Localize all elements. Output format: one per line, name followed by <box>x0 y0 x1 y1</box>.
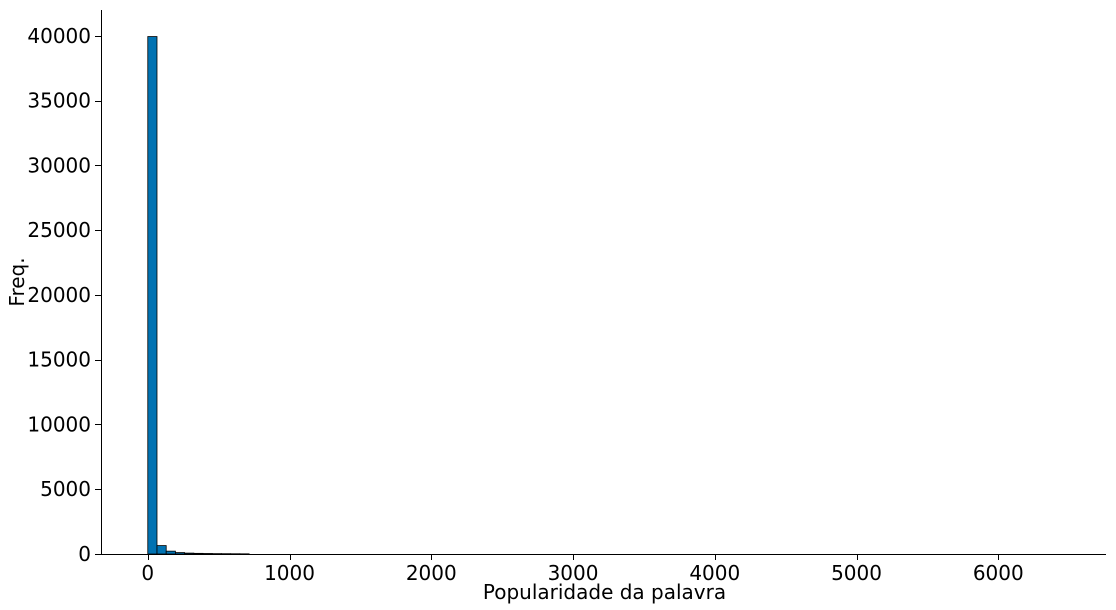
y-tick-label: 35000 <box>27 89 91 113</box>
histogram-bar <box>175 552 186 555</box>
y-axis-title: Freq. <box>5 257 29 306</box>
histogram-bar <box>156 545 167 555</box>
histogram-bar <box>202 553 213 555</box>
y-tick-label: 5000 <box>40 477 91 501</box>
y-tick-label: 15000 <box>27 348 91 372</box>
histogram-bar <box>165 550 176 555</box>
x-tick-label: 4000 <box>689 561 740 585</box>
y-axis-ticks: 0 5000 10000 15000 20000 25000 30000 35000 40000 <box>27 24 101 566</box>
y-tick-label: 30000 <box>27 153 91 177</box>
histogram-bar <box>193 552 204 555</box>
y-tick-label: 0 <box>78 542 91 566</box>
x-tick-label: 0 <box>141 561 154 585</box>
x-axis-title: Popularidade da palavra <box>483 580 726 604</box>
y-tick-label: 20000 <box>27 283 91 307</box>
x-tick-label: 3000 <box>548 561 599 585</box>
y-tick-label: 25000 <box>27 218 91 242</box>
y-tick-label: 40000 <box>27 24 91 48</box>
histogram-bar <box>184 552 195 555</box>
x-tick-label: 5000 <box>831 561 882 585</box>
x-axis-ticks: 0 1000 2000 3000 4000 5000 6000 <box>141 554 1024 585</box>
histogram-bars <box>147 36 250 555</box>
histogram-bar <box>147 36 158 555</box>
y-tick-label: 10000 <box>27 412 91 436</box>
x-tick-label: 1000 <box>264 561 315 585</box>
x-tick-label: 2000 <box>406 561 457 585</box>
x-tick-label: 6000 <box>973 561 1024 585</box>
